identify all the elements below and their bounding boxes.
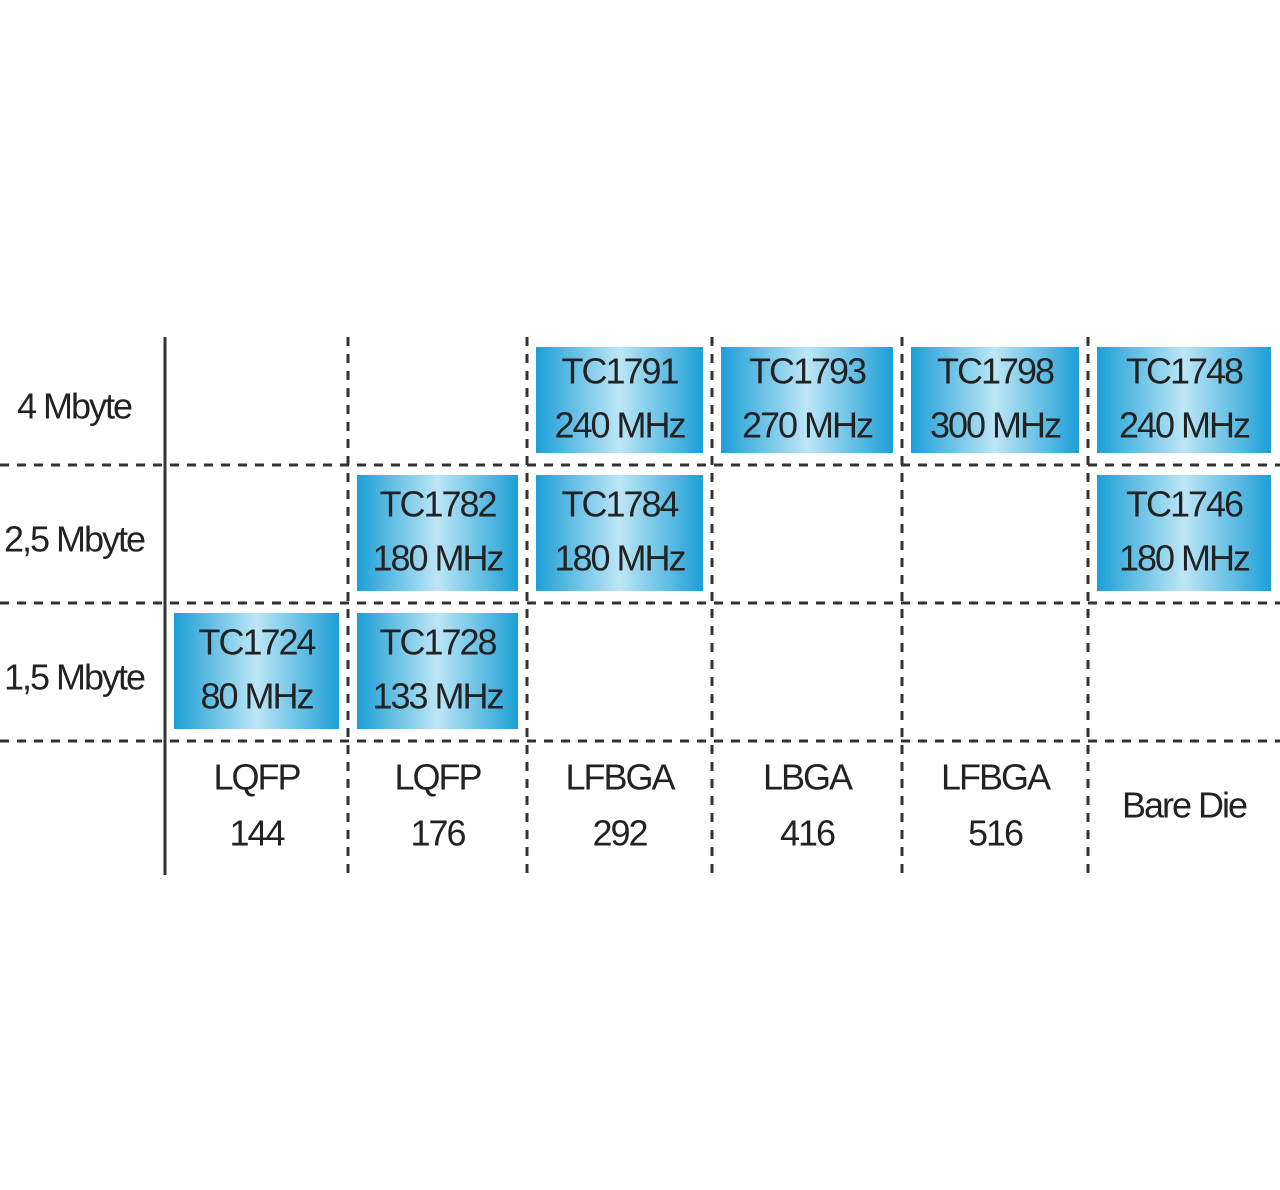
chip-frequency: 180 MHz [1119, 538, 1250, 579]
chip-name: TC1782 [379, 484, 496, 525]
column-label: 416 [780, 813, 835, 854]
row-label: 2,5 Mbyte [4, 519, 145, 560]
column-label: LQFP [213, 757, 300, 798]
chip-name: TC1791 [561, 351, 678, 392]
chip-box [721, 347, 893, 453]
chip-box [174, 613, 339, 729]
chip-box [536, 475, 703, 591]
column-label: 292 [592, 813, 647, 854]
chip-frequency: 300 MHz [930, 405, 1061, 446]
column-label: 144 [229, 813, 284, 854]
column-label: LQFP [394, 757, 481, 798]
column-label: 176 [410, 813, 465, 854]
chip-frequency: 80 MHz [200, 676, 313, 717]
column-label: 516 [968, 813, 1023, 854]
row-label: 4 Mbyte [17, 386, 132, 427]
chip-frequency: 240 MHz [554, 405, 685, 446]
chip-name: TC1798 [937, 351, 1054, 392]
chip-frequency: 270 MHz [742, 405, 873, 446]
chip-name: TC1728 [379, 622, 496, 663]
chip-frequency: 180 MHz [554, 538, 685, 579]
chip-box [536, 347, 703, 453]
chip-box [357, 613, 518, 729]
chip-name: TC1724 [198, 622, 315, 663]
column-label: LBGA [763, 757, 853, 798]
column-label: LFBGA [565, 757, 675, 798]
chip-name: TC1784 [561, 484, 678, 525]
chip-box [357, 475, 518, 591]
chip-frequency: 180 MHz [372, 538, 503, 579]
chip-name: TC1793 [749, 351, 866, 392]
chip-frequency: 240 MHz [1119, 405, 1250, 446]
chip-box [911, 347, 1079, 453]
chip-box [1097, 347, 1271, 453]
chip-box [1097, 475, 1271, 591]
chip-name: TC1746 [1126, 484, 1243, 525]
chip-name: TC1748 [1126, 351, 1243, 392]
chip-frequency: 133 MHz [372, 676, 503, 717]
column-label: Bare Die [1122, 785, 1247, 826]
column-label: LFBGA [941, 757, 1051, 798]
row-label: 1,5 Mbyte [4, 657, 145, 698]
